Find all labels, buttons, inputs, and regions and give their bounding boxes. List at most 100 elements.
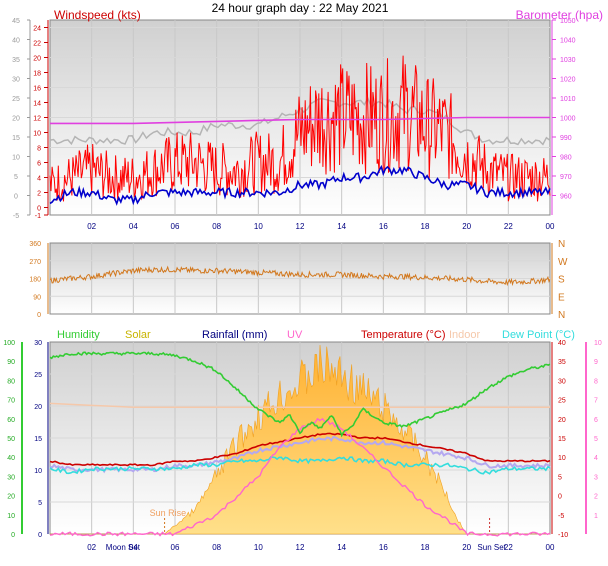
wind-average-line (49, 164, 551, 206)
uv-tick-label: 10 (594, 340, 602, 347)
barometer-tick-label: 980 (560, 155, 572, 162)
barometer-tick-label: 1050 (560, 18, 576, 25)
humidity-tick-label: 80 (7, 378, 15, 385)
barometer-tick-label: 990 (560, 135, 572, 142)
humidity-tick-label: 30 (7, 474, 15, 481)
wind-x-tick-label: 02 (87, 222, 96, 231)
temperature-line (49, 432, 551, 467)
uv-tick-label: 1 (594, 513, 598, 520)
windspeed-tick-label: 18 (33, 71, 41, 78)
windspeed-tick-label: 8 (37, 146, 41, 153)
wind-x-tick-label: 16 (379, 222, 388, 231)
temp-x-tick-label: 00 (546, 543, 555, 552)
direction-tick-label: 180 (29, 277, 41, 284)
barometer-line (50, 116, 550, 125)
uv-tick-label: 3 (594, 474, 598, 481)
outer-left-tick-label: 40 (12, 38, 20, 45)
humidity-tick-label: 50 (7, 436, 15, 443)
rainfall-tick-label: 15 (34, 436, 42, 443)
outer-left-tick-label: 25 (12, 96, 20, 103)
windspeed-line (49, 55, 551, 202)
direction-series (49, 265, 551, 287)
outer-left-tick-label: 5 (14, 174, 18, 181)
legend-item: Rainfall (mm) (202, 329, 267, 341)
barometer-tick-label: 1010 (560, 96, 576, 103)
temp-x-tick-label: 04 (129, 543, 138, 552)
dewpoint-line (49, 456, 551, 475)
windspeed-tick-label: 10 (33, 131, 41, 138)
direction-tick-label: 360 (29, 241, 41, 248)
windspeed-tick-label: 4 (37, 176, 41, 183)
outer-left-tick-label: 35 (12, 57, 20, 64)
humidity-tick-label: 10 (7, 513, 15, 520)
wind-x-tick-label: 18 (421, 222, 430, 231)
compass-tick-label: N (558, 310, 565, 321)
temperature-tick-label: 10 (558, 455, 566, 462)
temperature-tick-label: 0 (558, 494, 562, 501)
uv-tick-label: 7 (594, 398, 598, 405)
temp-x-tick-label: 06 (171, 543, 180, 552)
uv-tick-label: 4 (594, 455, 598, 462)
outer-left-tick-label: 0 (14, 194, 18, 201)
moon-set-label: Moon Set (106, 543, 141, 552)
temperature-tick-label: 40 (558, 340, 566, 347)
wind-x-tick-label: 00 (546, 222, 555, 231)
direction-tick-label: 0 (37, 312, 41, 319)
chart-title: 24 hour graph day : 22 May 2021 (212, 1, 389, 15)
temp-x-tick-label: 14 (337, 543, 346, 552)
barometer-tick-label: 1000 (560, 116, 576, 123)
direction-tick-label: 90 (33, 294, 41, 301)
sun-set-label: Sun Set (477, 543, 506, 552)
temperature-tick-label: 25 (558, 398, 566, 405)
temp-series (49, 344, 551, 537)
wind-x-tick-label: 14 (337, 222, 346, 231)
compass-tick-label: S (558, 275, 565, 286)
temp-x-tick-label: 02 (87, 543, 96, 552)
windspeed-tick-label: 2 (37, 191, 41, 198)
outer-left-tick-label: 45 (12, 18, 20, 25)
temp-annotations: Sun Rise Moon Set Sun Set (106, 508, 507, 552)
uv-tick-label: 9 (594, 359, 598, 366)
wind-x-tick-label: 22 (504, 222, 513, 231)
temp-x-tick-label: 08 (212, 543, 221, 552)
outer-left-tick-label: 20 (12, 116, 20, 123)
sun-rise-label: Sun Rise (150, 508, 187, 518)
wind-x-tick-label: 20 (462, 222, 471, 231)
humidity-tick-label: 70 (7, 398, 15, 405)
legend-item: UV (287, 329, 303, 341)
humidity-tick-label: 40 (7, 455, 15, 462)
compass-tick-label: N (558, 239, 565, 250)
humidity-tick-label: 60 (7, 417, 15, 424)
temperature-tick-label: 5 (558, 474, 562, 481)
barometer-tick-label: 1030 (560, 57, 576, 64)
direction-line (49, 265, 551, 287)
outer-left-tick-label: 30 (12, 77, 20, 84)
barometer-tick-label: 960 (560, 194, 572, 201)
apparent-temperature-line (49, 435, 551, 474)
wind-axes: -5051015202530354045-1024681012141618202… (12, 18, 576, 231)
wind-x-tick-label: 06 (171, 222, 180, 231)
wind-x-tick-label: 10 (254, 222, 263, 231)
wind-x-tick-label: 12 (296, 222, 305, 231)
legend-item: Temperature (°C) (361, 329, 445, 341)
windspeed-tick-label: 14 (33, 101, 41, 108)
humidity-tick-label: 20 (7, 494, 15, 501)
temperature-tick-label: -10 (558, 532, 568, 539)
temp-x-tick-label: 18 (421, 543, 430, 552)
windspeed-tick-label: 20 (33, 56, 41, 63)
humidity-tick-label: 90 (7, 359, 15, 366)
temp-x-tick-label: 10 (254, 543, 263, 552)
wind-left-label: Windspeed (kts) (54, 8, 141, 22)
windspeed-tick-label: 0 (37, 206, 41, 213)
temp-x-tick-label: 20 (462, 543, 471, 552)
legend-item: Solar (125, 329, 151, 341)
wind-series (49, 55, 551, 206)
windspeed-tick-label: -1 (35, 213, 41, 220)
barometer-tick-label: 1020 (560, 77, 576, 84)
rainfall-tick-label: 5 (38, 500, 42, 507)
humidity-tick-label: 100 (3, 340, 15, 347)
windspeed-tick-label: 12 (33, 116, 41, 123)
rainfall-tick-label: 0 (38, 532, 42, 539)
